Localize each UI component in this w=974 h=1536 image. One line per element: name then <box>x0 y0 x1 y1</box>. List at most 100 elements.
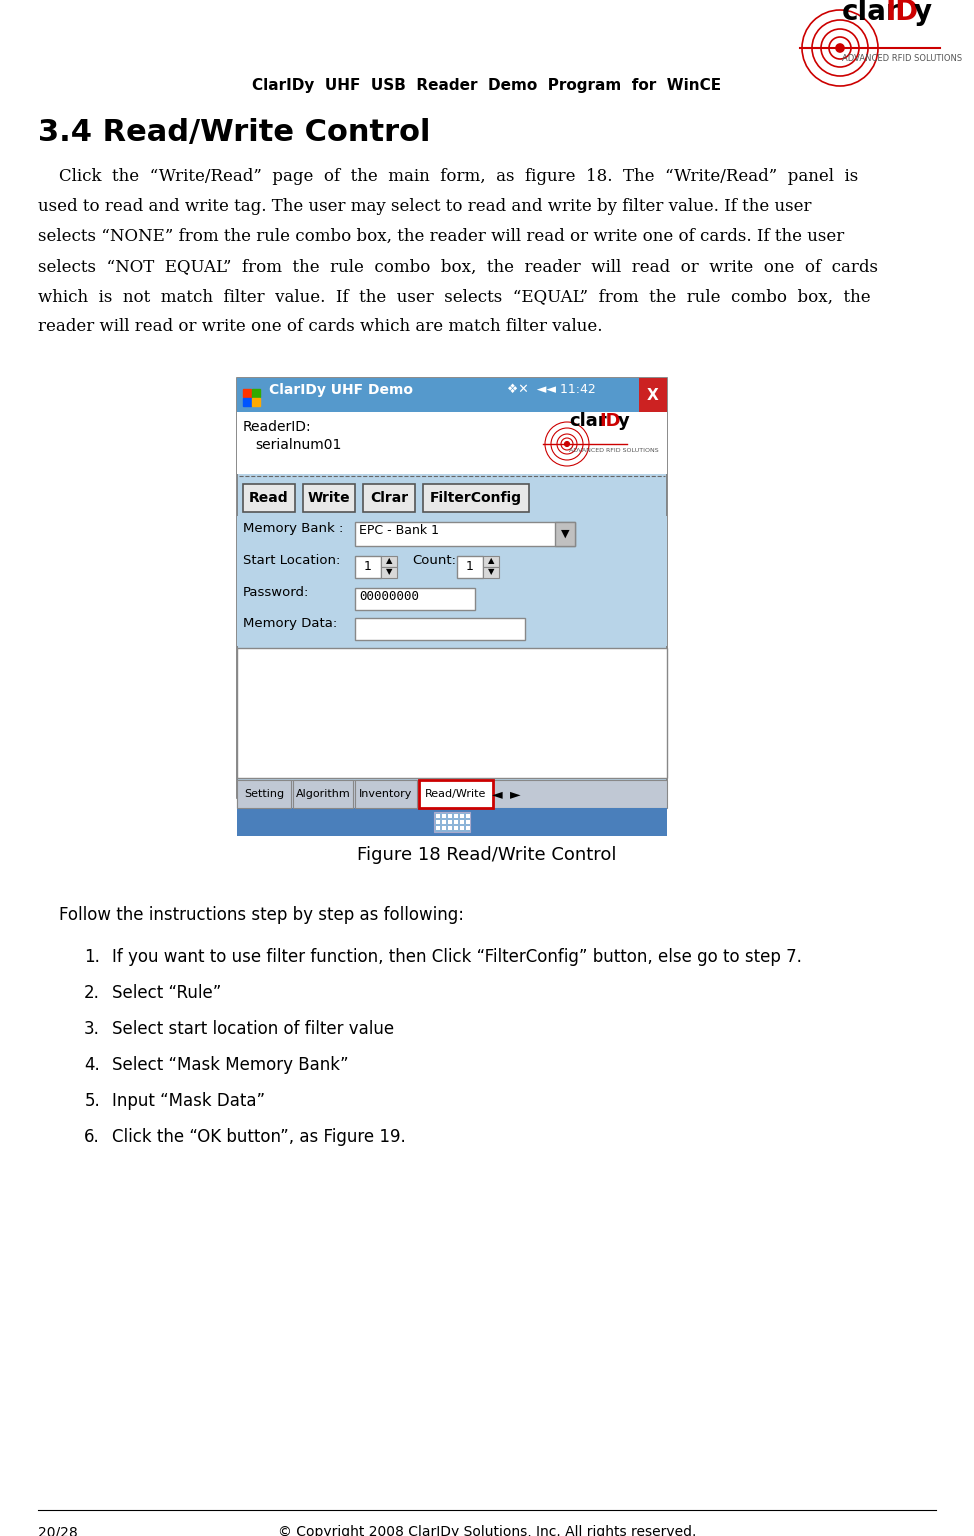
Bar <box>436 814 440 819</box>
Text: FilterConfig: FilterConfig <box>430 492 522 505</box>
Text: ClarIDy UHF Demo: ClarIDy UHF Demo <box>269 382 413 396</box>
Text: 1.: 1. <box>84 948 100 966</box>
Bar <box>243 398 251 406</box>
Bar <box>454 826 458 829</box>
Text: 4.: 4. <box>84 1057 100 1074</box>
Bar <box>466 820 470 823</box>
Text: Start Location:: Start Location: <box>243 554 340 567</box>
Bar <box>457 556 483 578</box>
Text: Write: Write <box>308 492 351 505</box>
Bar <box>303 484 355 511</box>
Bar <box>237 378 667 799</box>
Bar <box>237 516 667 647</box>
Bar <box>555 522 575 545</box>
Text: ▼: ▼ <box>386 567 393 576</box>
Text: selects “NONE” from the rule combo box, the reader will read or write one of car: selects “NONE” from the rule combo box, … <box>38 227 844 246</box>
Text: X: X <box>647 387 658 402</box>
Text: ❖✕  ◄◄ 11:42: ❖✕ ◄◄ 11:42 <box>507 382 596 396</box>
Circle shape <box>565 441 570 447</box>
Text: Setting: Setting <box>244 790 284 799</box>
Bar <box>293 780 353 808</box>
Text: ▼: ▼ <box>561 528 569 539</box>
Text: 6.: 6. <box>84 1127 100 1146</box>
Text: 3.4 Read/Write Control: 3.4 Read/Write Control <box>38 118 431 147</box>
Text: Figure 18 Read/Write Control: Figure 18 Read/Write Control <box>357 846 617 863</box>
Text: y: y <box>914 0 932 26</box>
Bar <box>355 522 575 545</box>
Bar <box>423 484 529 511</box>
Bar <box>355 588 475 610</box>
Text: 3.: 3. <box>84 1020 100 1038</box>
Bar <box>237 808 667 836</box>
Text: Select “Mask Memory Bank”: Select “Mask Memory Bank” <box>112 1057 349 1074</box>
Text: ▲: ▲ <box>386 556 393 565</box>
Text: reader will read or write one of cards which are match filter value.: reader will read or write one of cards w… <box>38 318 603 335</box>
Bar <box>355 617 525 641</box>
Bar <box>466 826 470 829</box>
Bar <box>448 826 452 829</box>
Text: Algorithm: Algorithm <box>296 790 351 799</box>
Bar <box>639 378 667 412</box>
Text: Click  the  “Write/Read”  page  of  the  main  form,  as  figure  18.  The  “Wri: Click the “Write/Read” page of the main … <box>38 167 858 184</box>
Text: Select “Rule”: Select “Rule” <box>112 985 221 1001</box>
Text: Inventory: Inventory <box>359 790 413 799</box>
Text: Memory Data:: Memory Data: <box>243 617 337 630</box>
Bar <box>419 780 493 808</box>
Bar <box>442 820 446 823</box>
Bar <box>363 484 415 511</box>
Text: 1: 1 <box>364 561 372 573</box>
Text: ADVANCED RFID SOLUTIONS: ADVANCED RFID SOLUTIONS <box>569 449 658 453</box>
Bar <box>448 820 452 823</box>
Bar <box>460 820 464 823</box>
Text: 1: 1 <box>467 561 474 573</box>
Text: Memory Bank :: Memory Bank : <box>243 522 344 535</box>
Text: used to read and write tag. The user may select to read and write by filter valu: used to read and write tag. The user may… <box>38 198 811 215</box>
Bar <box>243 389 251 396</box>
Text: Count:: Count: <box>412 554 456 567</box>
Text: ID: ID <box>886 0 919 26</box>
Bar <box>436 826 440 829</box>
Bar <box>381 567 397 578</box>
Text: Read: Read <box>249 492 289 505</box>
Bar <box>237 412 667 475</box>
Text: Password:: Password: <box>243 587 310 599</box>
Bar <box>252 398 260 406</box>
Bar <box>460 814 464 819</box>
Text: which  is  not  match  filter  value.  If  the  user  selects  “EQUAL”  from  th: which is not match filter value. If the … <box>38 289 871 306</box>
Text: ID: ID <box>599 412 620 430</box>
Circle shape <box>836 45 844 52</box>
Bar <box>483 567 499 578</box>
Text: ClarIDy  UHF  USB  Reader  Demo  Program  for  WinCE: ClarIDy UHF USB Reader Demo Program for … <box>252 78 722 94</box>
Bar <box>252 389 260 396</box>
Bar <box>237 780 291 808</box>
Text: If you want to use filter function, then Click “FilterConfig” button, else go to: If you want to use filter function, then… <box>112 948 802 966</box>
Bar <box>454 814 458 819</box>
Bar <box>355 556 381 578</box>
Text: ◄: ◄ <box>492 786 503 800</box>
Bar <box>355 780 417 808</box>
Text: 2.: 2. <box>84 985 100 1001</box>
Text: serialnum01: serialnum01 <box>255 438 341 452</box>
Text: selects  “NOT  EQUAL”  from  the  rule  combo  box,  the  reader  will  read  or: selects “NOT EQUAL” from the rule combo … <box>38 258 878 275</box>
Text: 5.: 5. <box>84 1092 100 1111</box>
Text: ReaderID:: ReaderID: <box>243 419 312 435</box>
Text: ▼: ▼ <box>488 567 494 576</box>
Bar <box>466 814 470 819</box>
Text: Select start location of filter value: Select start location of filter value <box>112 1020 394 1038</box>
Text: ADVANCED RFID SOLUTIONS: ADVANCED RFID SOLUTIONS <box>842 54 962 63</box>
Bar <box>448 814 452 819</box>
Bar <box>454 820 458 823</box>
Bar <box>237 648 667 779</box>
Bar <box>442 826 446 829</box>
Bar <box>442 814 446 819</box>
Bar <box>436 820 440 823</box>
Text: Input “Mask Data”: Input “Mask Data” <box>112 1092 265 1111</box>
Text: ▲: ▲ <box>488 556 494 565</box>
Text: 20/28: 20/28 <box>38 1525 78 1536</box>
Bar <box>460 826 464 829</box>
Text: Follow the instructions step by step as following:: Follow the instructions step by step as … <box>38 906 464 925</box>
Text: ►: ► <box>509 786 520 800</box>
Text: y: y <box>618 412 630 430</box>
Text: clar: clar <box>569 412 607 430</box>
Bar <box>381 556 397 567</box>
